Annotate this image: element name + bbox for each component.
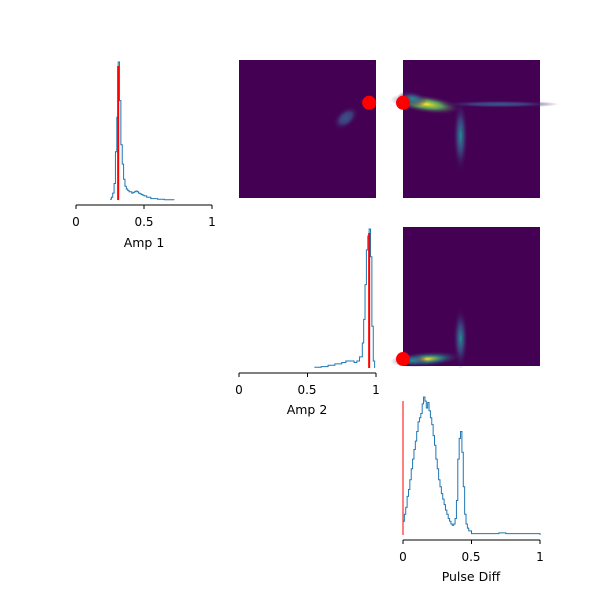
histogram-step-line [314,228,376,368]
heatmap-density-amp1-pulsediff [390,90,560,173]
density-blob-3 [438,100,560,108]
heatmap-background-amp2-pulsediff [403,227,540,366]
x-ticks-pulsediff [402,540,541,544]
marker-point-amp1-amp2 [362,95,377,110]
heatmap-panel-amp1-pulsediff [390,60,560,198]
histogram-step-line [403,396,541,535]
marker-point-amp1-pulsediff [396,95,410,110]
tick-label-amp2-1: 0.5 [297,383,316,397]
density-blob-2 [453,99,469,173]
histogram-panel-amp1: 0 0.5 1 Amp 1 [72,61,216,250]
x-axis-label-pulsediff: Pulse Diff [442,569,501,584]
tick-label-pulsediff-0: 0 [399,550,407,564]
tick-label-amp2-2: 1 [372,383,380,397]
heatmap-panel-amp2-pulsediff [390,227,540,369]
histogram-amp2-marks [314,228,376,368]
x-ticks-amp1 [75,205,213,209]
x-axis-label-amp2: Amp 2 [287,402,328,417]
tick-label-pulsediff-1: 0.5 [461,550,480,564]
histogram-panel-pulsediff: 0 0.5 1 Pulse Diff [399,396,544,584]
heatmap-density-amp1-amp2 [332,106,359,130]
tick-label-amp1-2: 1 [208,215,216,229]
x-axis-label-amp1: Amp 1 [124,235,165,250]
tick-label-amp1-1: 0.5 [134,215,153,229]
tick-label-amp2-0: 0 [235,383,243,397]
density-blob-0 [332,106,359,130]
histogram-panel-amp2: 0 0.5 1 Amp 2 [235,228,380,417]
heatmap-background-amp1-amp2 [239,60,376,198]
histogram-amp1-marks [110,61,175,201]
tick-label-amp1-0: 0 [72,215,80,229]
histogram-step-line [110,61,175,201]
tick-label-pulsediff-2: 1 [536,550,544,564]
heatmap-background-amp1-pulsediff [403,60,540,198]
histogram-pulsediff-marks [402,396,541,535]
density-blob-2 [453,307,469,369]
x-ticks-amp2 [238,373,377,377]
marker-point-amp2-pulsediff [396,352,410,367]
heatmap-panel-amp1-amp2 [239,60,377,198]
